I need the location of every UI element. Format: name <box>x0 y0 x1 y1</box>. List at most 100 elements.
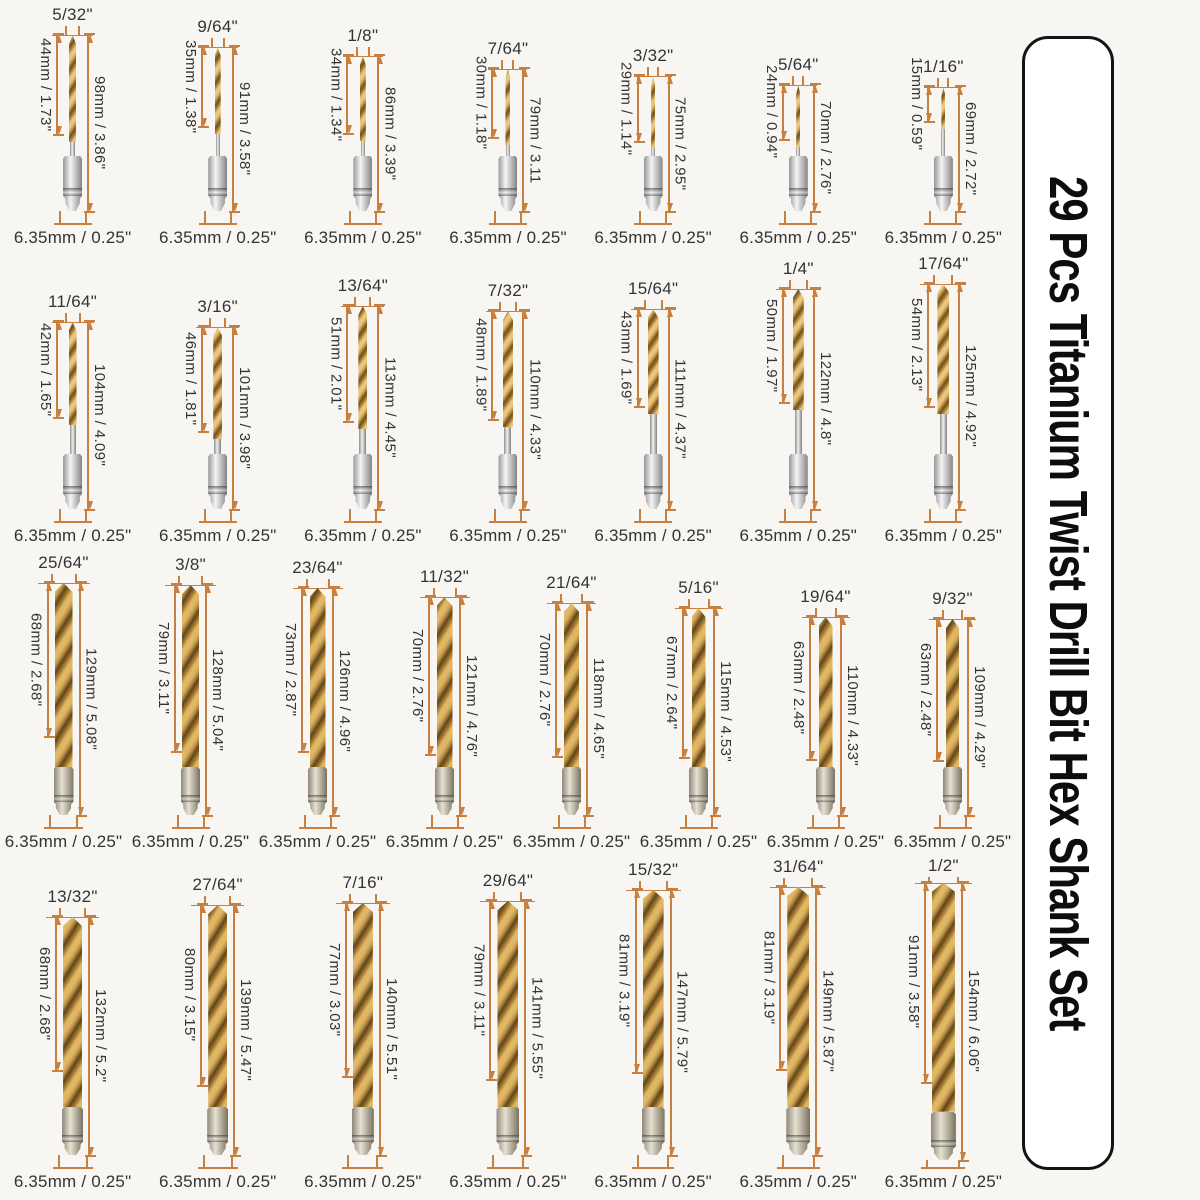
shank-width-bracket <box>921 1159 966 1170</box>
flute-length-dimension: 68mm / 2.68" <box>28 581 55 738</box>
flute-length-label: 68mm / 2.68" <box>36 946 54 1041</box>
round-shank <box>70 142 76 156</box>
total-length-label: 129mm / 5.08" <box>82 647 100 751</box>
shank-width-bracket <box>486 1155 529 1169</box>
shank-size-label: 6.35mm / 0.25" <box>13 228 132 247</box>
total-length-dimension: 104mm / 4.09" <box>84 320 108 511</box>
flute-length-dimension: 63mm / 2.48" <box>790 615 817 761</box>
shank-width-bracket <box>198 509 237 523</box>
round-shank <box>360 141 365 156</box>
drill-bit-item: 1/2" 91mm / 3.58" 154mm / 6.06" 6.35m <box>871 856 1016 1196</box>
total-length-dimension: 109mm / 4.29" <box>964 617 988 817</box>
bit-size-label: 29/64" <box>482 871 534 890</box>
total-length-dimension: 149mm / 5.87" <box>812 885 836 1157</box>
round-shank <box>796 147 801 156</box>
flute-length-label: 79mm / 3.11" <box>470 943 488 1037</box>
bit-size-label: 3/8" <box>175 555 206 574</box>
shank-width-bracket <box>679 815 718 829</box>
dimension-line <box>53 320 65 419</box>
shank-size-label: 6.35mm / 0.25" <box>304 526 422 545</box>
dimension-line <box>171 583 182 753</box>
shank-size-label: 6.35mm / 0.25" <box>594 228 712 247</box>
flute-length-label: 50mm / 1.97" <box>762 298 780 393</box>
hex-shank <box>308 767 327 815</box>
total-length-dimension: 141mm / 5.55" <box>521 899 545 1157</box>
drill-bit-graphic <box>643 309 663 509</box>
round-shank <box>941 129 946 156</box>
flute-length-dimension: 34mm / 1.34" <box>327 48 355 141</box>
total-length-label: 79mm / 3.11 <box>526 96 544 184</box>
bit-size-label: 9/64" <box>197 17 239 36</box>
dimension-line <box>954 85 966 213</box>
shank-width-bracket <box>342 1155 384 1169</box>
bit-with-dimensions: 46mm / 1.81" 101mm / 3.98" <box>182 325 254 511</box>
flute-length-label: 29mm / 1.14" <box>617 61 635 156</box>
drill-bit-graphic <box>930 882 956 1160</box>
shank-width-bracket <box>634 211 673 225</box>
flute-length-dimension: 30mm / 1.18" <box>472 56 500 150</box>
dimension-line <box>519 67 531 213</box>
total-length-dimension: 121mm / 4.76" <box>456 595 480 817</box>
diameter-bracket <box>480 892 536 902</box>
bit-with-dimensions: 79mm / 3.11" 128mm / 5.04" <box>155 583 226 817</box>
total-length-dimension: 122mm / 4.8" <box>809 287 834 511</box>
flute <box>497 901 519 1107</box>
shank-width-bracket <box>44 815 83 829</box>
bit-size-label: 11/64" <box>48 292 98 311</box>
bit-size-label: 15/64" <box>627 279 679 298</box>
dimension-line <box>552 601 563 758</box>
shank-size-label: 6.35mm / 0.25" <box>13 1172 132 1191</box>
drill-bit-item: 7/32" 48mm / 1.89" 110mm / 4.33" 6.35 <box>435 252 580 550</box>
total-length-label: 75mm / 2.95" <box>671 96 689 191</box>
total-length-label: 118mm / 4.65" <box>590 658 607 760</box>
drill-bit-graphic <box>496 901 520 1155</box>
flute <box>647 309 659 414</box>
drill-bit-item: 15/32" 81mm / 3.19" 147mm / 5.79" 6.3 <box>581 856 726 1196</box>
flute-length-label: 46mm / 1.81" <box>182 332 200 426</box>
bit-with-dimensions: 34mm / 1.34" 86mm / 3.39" <box>327 48 398 213</box>
shank-size-label: 6.35mm / 0.25" <box>13 526 132 545</box>
bit-with-dimensions: 81mm / 3.19" 147mm / 5.79" <box>616 888 691 1157</box>
bit-row: 13/32" 68mm / 2.68" 132mm / 5.2" 6.35 <box>0 856 1016 1196</box>
dimension-line <box>229 45 241 213</box>
dimension-line <box>933 617 944 762</box>
drill-bit-graphic <box>562 603 581 815</box>
total-length-label: 110mm / 4.33" <box>526 359 544 461</box>
total-length-dimension: 132mm / 5.2" <box>85 915 109 1157</box>
drill-bit-item: 1/4" 50mm / 1.97" 122mm / 4.8" 6.35mm <box>726 252 871 550</box>
total-length-label: 101mm / 3.98" <box>236 366 254 470</box>
diameter-bracket <box>46 908 100 918</box>
bit-size-label: 13/32" <box>47 887 98 906</box>
total-length-dimension: 147mm / 5.79" <box>666 888 691 1157</box>
diameter-bracket <box>196 318 240 328</box>
dimension-line <box>375 901 387 1157</box>
shank-width-bracket <box>343 509 382 523</box>
flute-length-label: 48mm / 1.89" <box>472 318 490 412</box>
drill-bit-item: 25/64" 68mm / 2.68" 129mm / 5.08" 6.3 <box>0 550 127 856</box>
shank-width-bracket <box>488 211 527 225</box>
shank-width-bracket <box>806 815 845 829</box>
bit-row: 25/64" 68mm / 2.68" 129mm / 5.08" 6.3 <box>0 550 1016 856</box>
flute-length-label: 67mm / 2.64" <box>663 635 680 730</box>
diameter-bracket <box>419 588 470 598</box>
drill-bit-item: 1/16" 15mm / 0.59" 69mm / 2.72" 6.35m <box>871 4 1016 252</box>
drill-bit-item: 13/32" 68mm / 2.68" 132mm / 5.2" 6.35 <box>0 856 145 1196</box>
diameter-bracket <box>341 297 385 307</box>
flute <box>54 583 73 767</box>
drill-bit-graphic <box>498 69 518 211</box>
drill-bit-graphic <box>498 311 518 509</box>
dimension-line <box>664 307 676 511</box>
hex-shank <box>641 1107 665 1155</box>
shank-size-label: 6.35mm / 0.25" <box>158 526 277 545</box>
hex-shank <box>496 1107 520 1155</box>
bit-size-label: 7/32" <box>487 281 529 300</box>
bit-with-dimensions: 29mm / 1.14" 75mm / 2.95" <box>618 62 689 213</box>
round-shank <box>651 148 656 156</box>
bit-with-dimensions: 42mm / 1.65" 104mm / 4.09" <box>37 320 108 511</box>
bit-size-label: 23/64" <box>292 558 343 577</box>
dimension-line <box>343 54 355 135</box>
total-length-label: 115mm / 4.53" <box>717 660 734 763</box>
shank-width-bracket <box>53 509 92 523</box>
total-length-dimension: 126mm / 4.96" <box>329 586 353 817</box>
flute-length-label: 44mm / 1.73" <box>37 37 55 132</box>
